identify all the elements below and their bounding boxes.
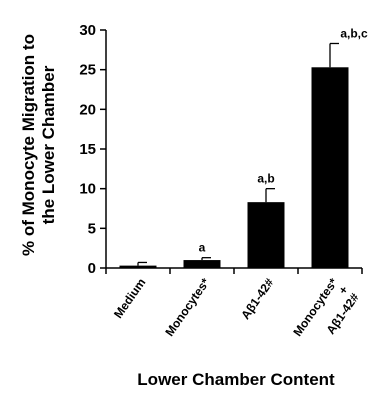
category-label: Aβ1-42#	[238, 275, 276, 322]
y-tick-label: 5	[88, 220, 96, 237]
category-labels: Medium Monocytes* Aβ1-42# Monocytes*+Aβ1-42…	[111, 275, 362, 353]
significance-label: a,b,c	[340, 26, 368, 40]
y-axis-title: % of Monocyte Migration tothe Lower Cham…	[19, 34, 58, 256]
category-label-line: Monocytes*	[162, 275, 212, 338]
significance-label: a,b	[257, 172, 274, 186]
significance-label: a	[199, 241, 206, 255]
x-axis-title: Lower Chamber Content	[137, 370, 335, 389]
bar-series: a a,b a,b,c	[119, 26, 368, 268]
y-tick-label: 15	[79, 141, 96, 158]
y-axis-title-line: the Lower Chamber	[39, 65, 58, 224]
y-tick-label: 20	[79, 101, 96, 118]
bar	[183, 260, 221, 268]
y-tick-label: 25	[79, 62, 96, 79]
category-label-line: Medium	[111, 276, 148, 321]
category-label: Medium	[111, 276, 148, 321]
y-tick-label: 10	[79, 181, 96, 198]
y-tick-label: 0	[88, 260, 96, 277]
y-tick-label: 30	[79, 22, 96, 39]
bar	[247, 202, 285, 268]
bar	[311, 67, 349, 268]
y-axis-title-text: % of Monocyte Migration tothe Lower Cham…	[19, 34, 58, 256]
y-axis-title-line: % of Monocyte Migration to	[19, 34, 38, 256]
category-label-line: Aβ1-42#	[238, 275, 276, 322]
category-label: Monocytes*	[162, 275, 212, 338]
bar	[119, 265, 157, 268]
category-label: Monocytes*+Aβ1-42#	[290, 275, 362, 353]
